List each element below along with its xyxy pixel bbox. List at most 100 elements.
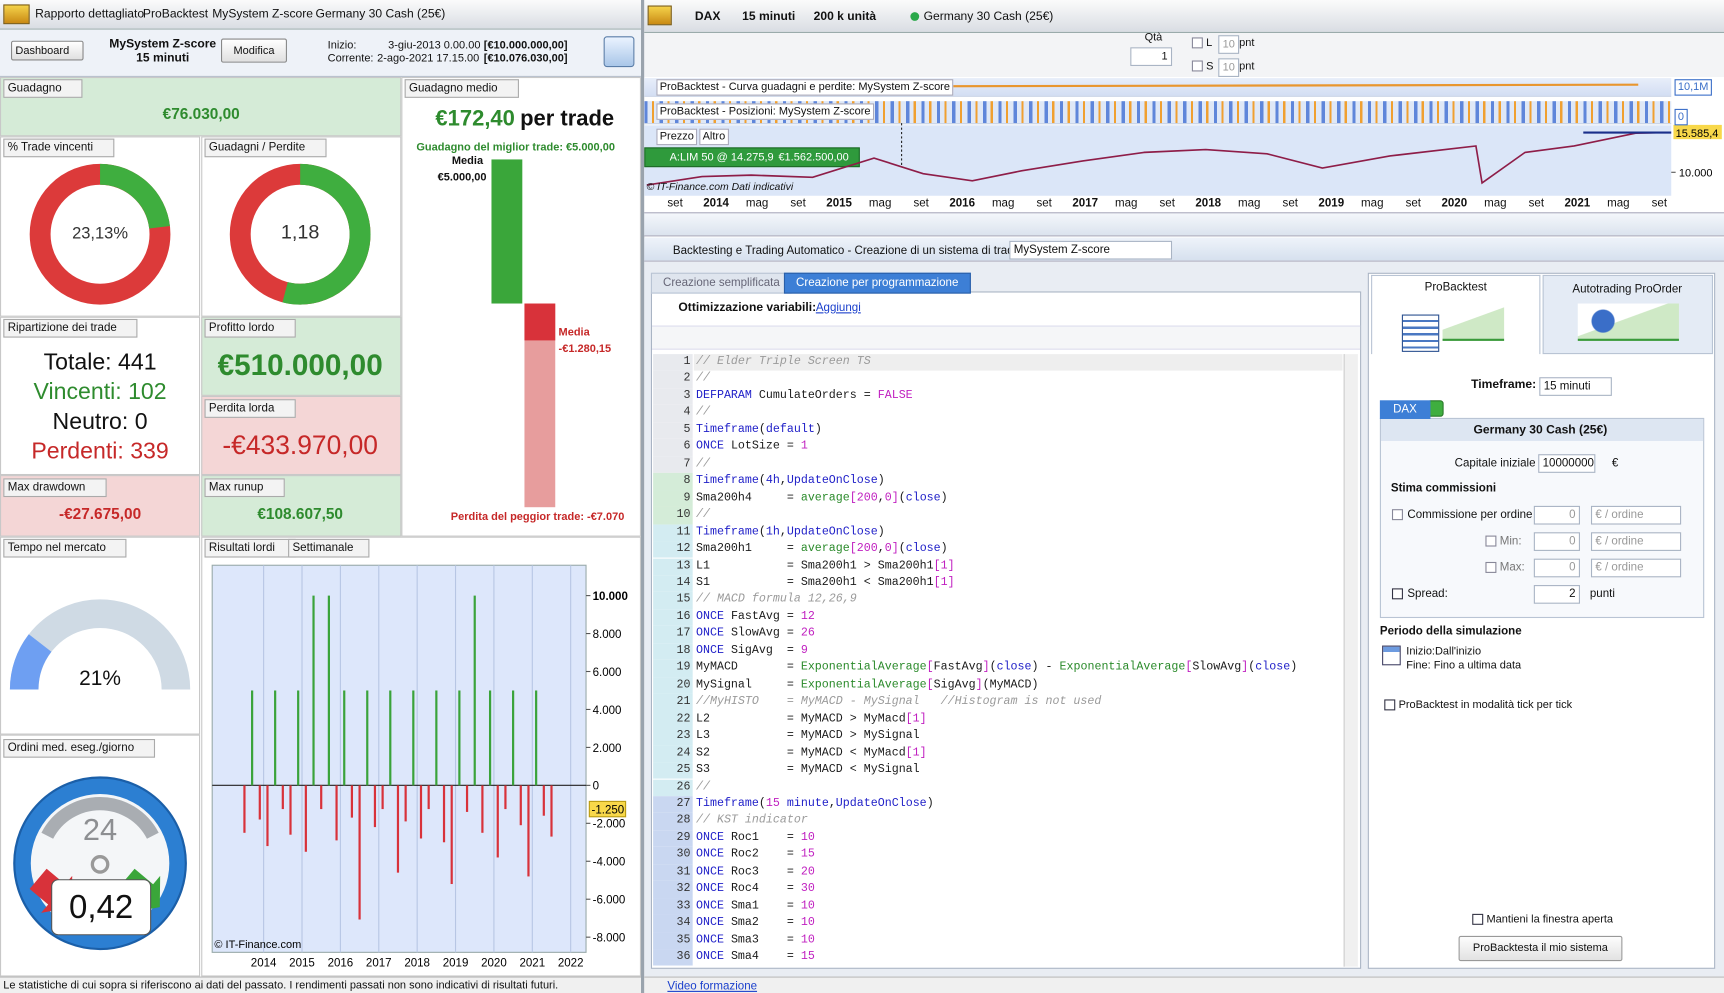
y-tick-label: 6.000 [593, 667, 622, 679]
pane-tab[interactable]: Altro [699, 129, 728, 145]
capital-input[interactable]: 10000000 [1538, 454, 1595, 473]
widget-title[interactable]: Perdita lorda [205, 399, 296, 418]
number-input[interactable]: 0 [1534, 506, 1580, 525]
editor-tab[interactable]: Creazione per programmazione [784, 273, 971, 294]
y-tick-label: -2.000 [593, 819, 626, 831]
x-tick-label: 2014 [251, 958, 277, 970]
tab[interactable]: Rapporto dettagliato [35, 8, 144, 22]
bar [466, 785, 468, 812]
y-tick-label: -6.000 [593, 895, 626, 907]
timeframe-select[interactable]: 15 minuti [1539, 377, 1612, 396]
bar [543, 785, 545, 815]
y-tick-label: -4.000 [593, 857, 626, 869]
avg-loss-bar [524, 304, 555, 341]
bar [412, 690, 414, 785]
run-button[interactable]: ProBacktesta il mio sistema [1459, 936, 1623, 961]
bar [405, 785, 407, 821]
x-tick-label: 2022 [558, 958, 584, 970]
pts-input[interactable]: 10 [1218, 35, 1239, 54]
widget-title[interactable]: Ripartizione dei trade [3, 319, 137, 338]
bar [251, 690, 253, 785]
widget-title[interactable]: Profitto lordo [205, 319, 296, 338]
x-tick-label: 2018 [404, 958, 430, 970]
footer-link[interactable]: Video formazione [667, 980, 757, 993]
bar [274, 690, 276, 785]
y-tick-label: 10.000 [593, 591, 628, 603]
x-tick-label: 2015 [289, 958, 315, 970]
bar [451, 785, 453, 884]
widget-title[interactable]: % Trade vincenti [3, 139, 114, 158]
bar [481, 785, 483, 832]
instrument-tab[interactable]: DAX [1380, 400, 1430, 419]
tab[interactable]: MySystem Z-score [212, 8, 313, 22]
bar [266, 785, 268, 846]
plot-area [212, 565, 586, 952]
editor-tab[interactable]: Creazione semplificata [651, 273, 792, 294]
y-tick-label: 4.000 [593, 705, 622, 717]
y-tick-label: 8.000 [593, 629, 622, 641]
bar [504, 785, 506, 809]
widget-title[interactable]: Max runup [205, 478, 285, 497]
instrument-select[interactable]: DAX [695, 10, 721, 24]
pane-tab[interactable]: Prezzo [656, 129, 697, 145]
unit-select[interactable]: € / ordine [1591, 506, 1681, 525]
bar [343, 690, 345, 785]
bar [527, 785, 529, 876]
widget-title[interactable]: Tempo nel mercato [3, 539, 126, 558]
bar [512, 690, 514, 785]
y-tick-label: -8.000 [593, 933, 626, 945]
spread-input[interactable]: 2 [1534, 585, 1580, 604]
unit-select[interactable]: € / ordine [1591, 559, 1681, 578]
bar [335, 785, 337, 840]
widget-title[interactable]: Guadagni / Perdite [205, 139, 327, 158]
pts-input[interactable]: 10 [1218, 58, 1239, 77]
system-name-input[interactable]: MySystem Z-score [1009, 241, 1172, 260]
bar [550, 785, 552, 836]
bar [474, 596, 476, 786]
bar [458, 690, 460, 785]
status-dot [910, 12, 919, 21]
bar [259, 785, 261, 819]
bar [358, 785, 360, 919]
x-tick-label: 2021 [519, 958, 545, 970]
bar [366, 690, 368, 785]
gauge-fill [24, 643, 40, 690]
bar [489, 690, 491, 785]
y-tick-label: 2.000 [593, 743, 622, 755]
avg-win-bar [491, 159, 522, 303]
widget-title[interactable]: Risultati lordi [205, 539, 296, 558]
number-input[interactable]: 0 [1534, 559, 1580, 578]
price-line [647, 132, 1667, 185]
qty-input[interactable]: 1 [1130, 47, 1172, 66]
bar [520, 785, 522, 825]
bar [305, 785, 307, 851]
widget-title[interactable]: Max drawdown [3, 478, 106, 497]
widget-title[interactable]: Ordini med. eseg./giorno [3, 739, 155, 758]
number-input[interactable]: 0 [1534, 532, 1580, 551]
bar [535, 690, 537, 785]
bar [297, 690, 299, 785]
timeframe-select[interactable]: 15 minuti [742, 10, 795, 24]
tab[interactable]: ProBacktest [143, 8, 208, 22]
widget-title[interactable]: Guadagno [3, 79, 82, 98]
last-price-label: 15.585,4 [1676, 128, 1719, 140]
unit-select[interactable]: € / ordine [1591, 532, 1681, 551]
bar [420, 785, 422, 838]
bar [389, 690, 391, 785]
bar [351, 785, 353, 817]
period-select[interactable]: Settimanale [288, 539, 370, 558]
bar [443, 785, 445, 842]
x-tick-label: 2016 [328, 958, 354, 970]
dial-value-box [52, 880, 151, 935]
x-tick-label: 2017 [366, 958, 392, 970]
units-select[interactable]: 200 k unità [814, 10, 877, 24]
bar [382, 785, 384, 809]
bar [243, 785, 245, 832]
bar [497, 785, 499, 857]
x-tick-label: 2019 [443, 958, 469, 970]
bar [282, 785, 284, 809]
add-link[interactable]: Aggiungi [816, 301, 861, 315]
tab[interactable]: Germany 30 Cash (25€) [316, 8, 446, 22]
widget-title[interactable]: Guadagno medio [405, 79, 519, 98]
bar [312, 596, 314, 786]
